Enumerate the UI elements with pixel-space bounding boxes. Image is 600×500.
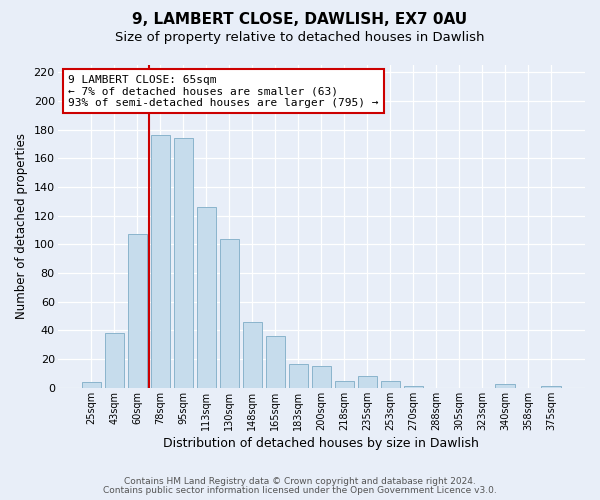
Y-axis label: Number of detached properties: Number of detached properties xyxy=(15,134,28,320)
Text: Contains public sector information licensed under the Open Government Licence v3: Contains public sector information licen… xyxy=(103,486,497,495)
Bar xyxy=(151,136,170,388)
Text: 9, LAMBERT CLOSE, DAWLISH, EX7 0AU: 9, LAMBERT CLOSE, DAWLISH, EX7 0AU xyxy=(133,12,467,28)
Bar xyxy=(541,386,561,388)
Bar xyxy=(128,234,147,388)
Bar xyxy=(82,382,101,388)
Bar xyxy=(289,364,308,388)
Bar xyxy=(173,138,193,388)
Bar xyxy=(104,334,124,388)
X-axis label: Distribution of detached houses by size in Dawlish: Distribution of detached houses by size … xyxy=(163,437,479,450)
Text: Contains HM Land Registry data © Crown copyright and database right 2024.: Contains HM Land Registry data © Crown c… xyxy=(124,477,476,486)
Bar xyxy=(266,336,285,388)
Bar xyxy=(242,322,262,388)
Bar xyxy=(496,384,515,388)
Bar xyxy=(311,366,331,388)
Bar xyxy=(358,376,377,388)
Bar xyxy=(197,207,216,388)
Text: Size of property relative to detached houses in Dawlish: Size of property relative to detached ho… xyxy=(115,31,485,44)
Text: 9 LAMBERT CLOSE: 65sqm
← 7% of detached houses are smaller (63)
93% of semi-deta: 9 LAMBERT CLOSE: 65sqm ← 7% of detached … xyxy=(68,74,379,108)
Bar xyxy=(404,386,423,388)
Bar xyxy=(220,238,239,388)
Bar xyxy=(380,380,400,388)
Bar xyxy=(335,380,354,388)
